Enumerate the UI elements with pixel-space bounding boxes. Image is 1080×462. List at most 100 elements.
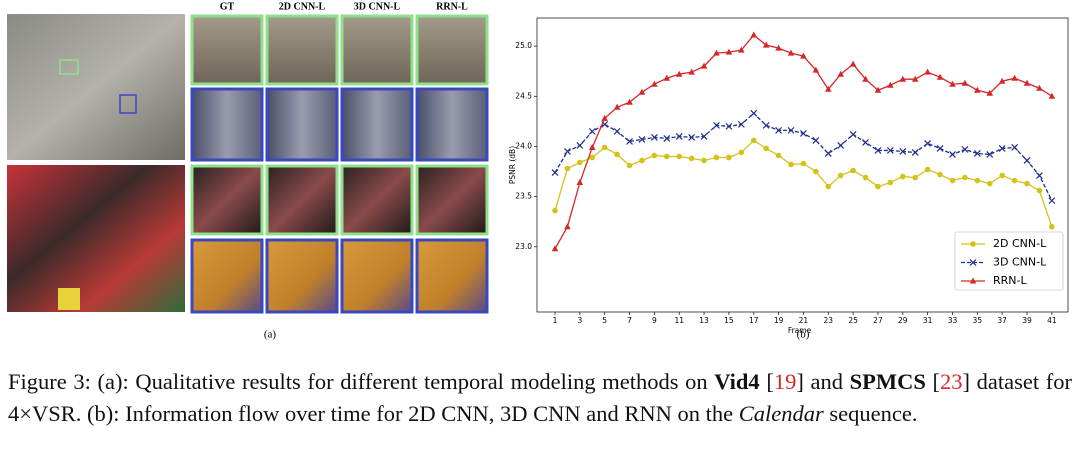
marker <box>551 245 559 252</box>
panel-label: (a) <box>264 329 277 341</box>
marker <box>688 68 695 75</box>
y-tick-label: 23.5 <box>515 192 532 201</box>
panel-label: (b) <box>797 329 810 341</box>
marker <box>924 166 931 173</box>
x-tick-label: 41 <box>1047 316 1057 325</box>
y-tick-label: 25.0 <box>515 41 532 50</box>
marker <box>762 41 770 48</box>
marker <box>601 144 608 151</box>
y-tick-label: 23.0 <box>515 242 532 251</box>
marker <box>998 145 1006 152</box>
marker <box>974 86 981 93</box>
marker <box>577 159 583 166</box>
image-tile <box>340 238 414 314</box>
marker <box>813 168 819 175</box>
marker <box>639 157 645 164</box>
marker <box>970 241 976 247</box>
y-tick-label: 24.5 <box>515 91 532 100</box>
x-tick-label: 17 <box>749 316 759 325</box>
image-tile <box>415 14 489 86</box>
marker <box>750 109 758 117</box>
legend-label: RRN-L <box>993 274 1027 287</box>
x-tick-label: 35 <box>973 316 983 325</box>
marker <box>949 151 956 158</box>
marker <box>986 180 993 187</box>
marker <box>788 161 794 168</box>
caption-text: 19 <box>773 369 797 394</box>
image-tile <box>190 87 264 162</box>
marker <box>763 145 769 152</box>
image-tile <box>340 87 414 162</box>
marker <box>726 154 732 161</box>
x-tick-label: 37 <box>997 316 1007 325</box>
marker <box>601 114 608 121</box>
caption-text: [ <box>759 369 774 394</box>
x-tick-label: 39 <box>1022 316 1032 325</box>
marker <box>924 140 932 147</box>
marker <box>824 85 832 92</box>
caption-text: ] and <box>796 369 850 394</box>
marker <box>738 46 745 53</box>
image-tile <box>415 87 489 162</box>
marker <box>862 138 869 146</box>
marker <box>650 133 658 141</box>
image-tile <box>265 164 339 236</box>
marker <box>1036 84 1043 91</box>
marker <box>762 121 770 129</box>
marker <box>900 173 906 180</box>
marker <box>899 148 907 155</box>
marker <box>589 154 596 161</box>
zoom-box <box>59 59 79 75</box>
zoom-box <box>119 94 137 114</box>
marker <box>849 130 857 138</box>
marker <box>725 48 733 55</box>
marker <box>651 152 658 159</box>
x-tick-label: 9 <box>652 316 657 325</box>
series-line <box>554 112 1053 201</box>
x-tick-label: 13 <box>699 316 709 325</box>
marker <box>825 183 832 190</box>
image-city <box>7 14 185 160</box>
plot-frame <box>536 17 1069 313</box>
marker <box>700 62 708 69</box>
marker <box>800 52 807 59</box>
marker <box>911 75 919 82</box>
marker <box>552 207 558 214</box>
marker <box>936 73 944 80</box>
marker <box>961 146 969 153</box>
caption-text: sequence. <box>823 401 918 426</box>
marker <box>886 147 894 154</box>
marker <box>613 103 621 110</box>
marker <box>576 142 584 149</box>
marker <box>626 98 633 105</box>
marker <box>1011 144 1019 151</box>
column-header: RRN-L <box>436 1 468 12</box>
legend-label: 2D CNN-L <box>993 237 1047 250</box>
marker <box>800 129 807 137</box>
column-header: 3D CNN-L <box>354 1 401 12</box>
marker <box>713 121 720 129</box>
marker <box>614 151 620 158</box>
marker <box>837 70 844 77</box>
caption-text: SPMCS <box>849 369 926 394</box>
marker <box>638 135 646 143</box>
marker <box>949 177 956 184</box>
x-tick-label: 11 <box>674 316 684 325</box>
marker <box>973 150 981 157</box>
marker <box>787 49 795 56</box>
marker <box>969 277 977 284</box>
marker <box>675 70 683 77</box>
marker <box>1011 177 1018 184</box>
x-tick-label: 27 <box>873 316 883 325</box>
image-tile <box>190 238 264 314</box>
marker <box>874 147 882 154</box>
caption-text: ] dataset for 4×VSR. (b): Information fl… <box>8 369 1072 426</box>
image-tile <box>265 238 339 314</box>
marker <box>688 133 696 141</box>
marker <box>986 151 994 158</box>
marker <box>974 177 981 184</box>
marker <box>800 160 807 167</box>
marker <box>962 174 968 181</box>
marker <box>700 132 708 140</box>
x-tick-label: 3 <box>577 316 582 325</box>
